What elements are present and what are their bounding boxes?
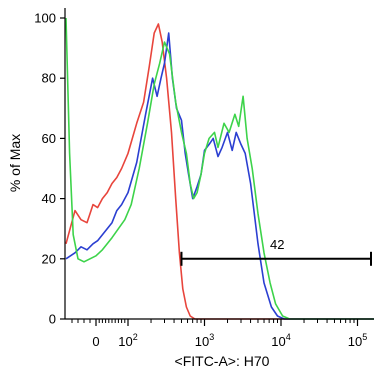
x-tick-label: 103: [195, 332, 214, 349]
histogram-series-2: [65, 32, 374, 320]
x-tick-label: 102: [118, 332, 137, 349]
x-tick-base: 10: [271, 334, 285, 349]
x-tick-base: 10: [118, 334, 132, 349]
gate-label: 42: [270, 237, 284, 252]
y-tick-label: 60: [42, 131, 56, 146]
x-tick-exponent: 5: [362, 332, 367, 342]
plot-area: 42: [65, 17, 374, 320]
y-tick-label: 0: [49, 312, 56, 327]
y-tick-label: 20: [42, 251, 56, 266]
x-tick-exponent: 4: [286, 332, 291, 342]
y-ticks: 0 20 40 60 80 100: [34, 11, 65, 327]
x-tick-base: 0: [92, 334, 99, 349]
x-tick-base: 10: [348, 334, 362, 349]
x-tick-base: 10: [195, 334, 209, 349]
x-tick-label: 0: [92, 334, 99, 349]
x-tick-label: 105: [348, 332, 367, 349]
y-axis-label: % of Max: [7, 134, 23, 192]
x-tick-exponent: 3: [209, 332, 214, 342]
y-tick-label: 80: [42, 71, 56, 86]
gate-layer: 42: [180, 237, 372, 266]
y-tick-label: 40: [42, 191, 56, 206]
series-layer: [65, 17, 374, 320]
histogram-series-3: [65, 17, 374, 320]
x-tick-label: 104: [271, 332, 290, 349]
x-ticks: 0 102 103 104 105: [92, 319, 367, 349]
x-minor-ticks: [71, 319, 355, 323]
y-tick-label: 100: [34, 11, 56, 26]
x-axis-label: <FITC-A>: H70: [175, 353, 270, 369]
histogram-series-1: [65, 23, 374, 320]
x-tick-exponent: 2: [133, 332, 138, 342]
